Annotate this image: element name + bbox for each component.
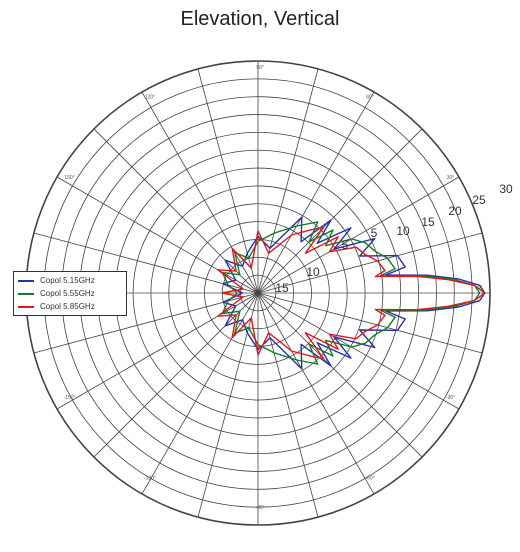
polar-spoke [257, 232, 483, 294]
polar-spoke [56, 292, 259, 410]
tick-labels: 0°30°60°90°120°150°180°-150°-120°-90°-60… [35, 65, 513, 511]
legend-label: Copol 5.55GHz [40, 289, 95, 298]
polar-spoke [257, 128, 423, 294]
series-line [217, 226, 486, 360]
angle-tick-label: -60° [365, 476, 374, 482]
polar-spoke [93, 292, 259, 458]
legend-item: Copol 5.55GHz [18, 287, 122, 300]
angle-tick-label: -120° [144, 476, 156, 482]
polar-spoke [197, 68, 259, 294]
angle-tick-label: 60° [366, 94, 374, 100]
polar-spoke [33, 232, 259, 294]
polar-spoke [257, 68, 319, 294]
polar-spoke [257, 176, 460, 294]
radial-tick-label: 5 [342, 238, 349, 252]
angle-tick-label: 120° [145, 94, 155, 100]
series-layer [217, 216, 486, 370]
chart-title: Elevation, Vertical [180, 8, 340, 30]
polar-spoke [141, 91, 259, 294]
polar-spoke [33, 292, 259, 354]
polar-spoke [257, 292, 460, 410]
angle-tick-label: -30° [446, 395, 455, 401]
polar-spoke [257, 91, 375, 294]
radial-tick-label: 15 [421, 215, 435, 229]
polar-spoke [257, 292, 423, 458]
radial-tick-label: 5 [371, 226, 378, 240]
polar-spoke [141, 292, 259, 495]
angle-tick-label: 150° [64, 175, 74, 181]
series-line [221, 221, 481, 365]
angle-tick-label: -150° [63, 395, 75, 401]
legend-item: Copol 5.85GHz [18, 300, 122, 313]
polar-spoke [257, 292, 375, 495]
angle-tick-label: 30° [447, 175, 455, 181]
legend-swatch [18, 305, 34, 308]
angle-tick-label: -90° [255, 505, 264, 511]
radial-tick-label: 25 [472, 193, 486, 207]
radial-tick-label: 10 [396, 224, 410, 238]
legend: Copol 5.15GHz Copol 5.55GHz Copol 5.85GH… [13, 271, 127, 316]
legend-label: Copol 5.15GHz [40, 276, 95, 285]
radial-tick-label: 20 [448, 204, 462, 218]
angle-tick-label: 90° [256, 65, 264, 71]
polar-spoke [257, 292, 483, 354]
polar-spoke [56, 176, 259, 294]
polar-spoke [197, 292, 259, 518]
polar-spoke [93, 128, 259, 294]
radial-tick-label: 30 [499, 182, 513, 196]
legend-swatch [18, 279, 34, 282]
radial-tick-label: 15 [275, 281, 289, 295]
legend-label: Copol 5.85GHz [40, 302, 95, 311]
angle-tick-label: 0° [478, 285, 483, 291]
legend-swatch [18, 292, 34, 295]
polar-spoke [257, 292, 319, 518]
legend-item: Copol 5.15GHz [18, 274, 122, 287]
radial-tick-label: 10 [306, 265, 320, 279]
